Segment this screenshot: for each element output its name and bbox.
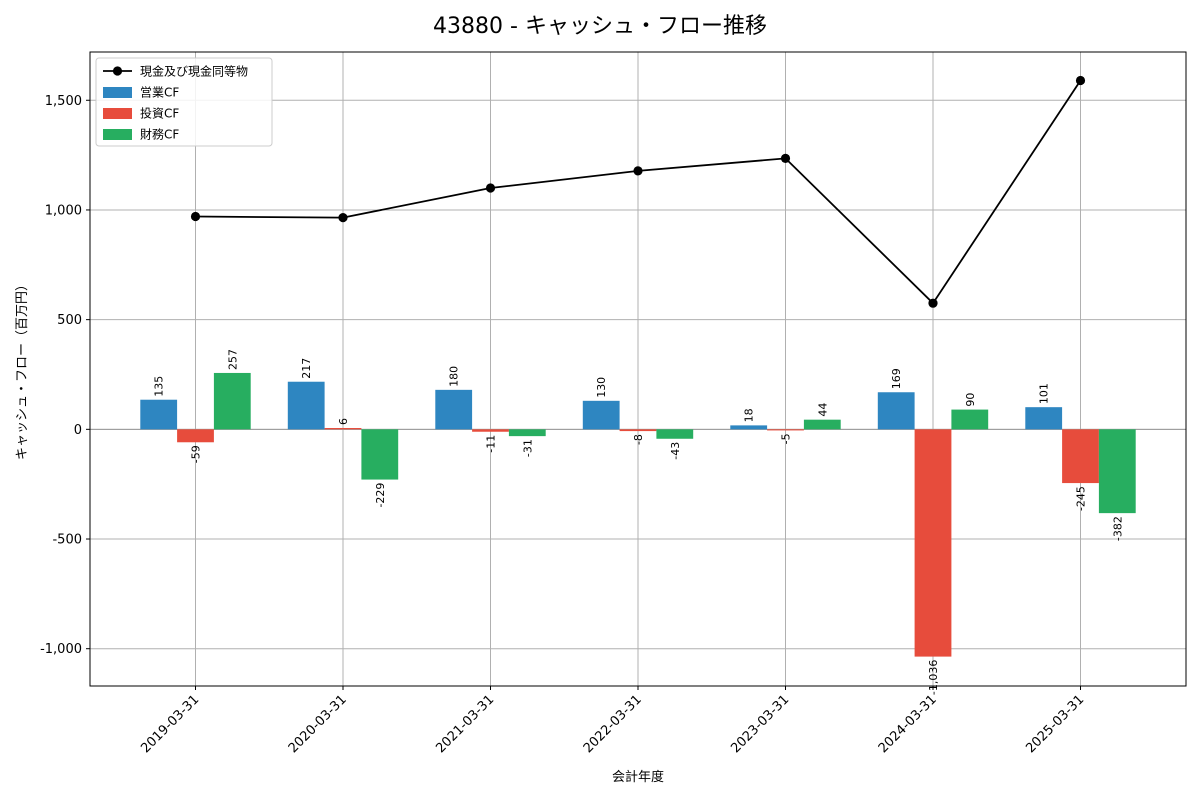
bar-value-label: -8: [632, 434, 645, 445]
x-tick-label: 2019-03-31: [138, 692, 202, 756]
cash-point-2023-03-31: [780, 153, 791, 163]
bar-value-label: -382: [1111, 516, 1124, 541]
cash-point-2020-03-31: [338, 213, 348, 223]
legend-label: 現金及び現金同等物: [140, 64, 248, 79]
bar-営業CF-2024-03-31: [877, 392, 915, 430]
y-tick-label: 0: [74, 423, 82, 438]
legend-marker: [112, 66, 123, 76]
bar-投資CF-2021-03-31: [472, 429, 509, 432]
bar-財務CF-2023-03-31: [803, 419, 841, 430]
bar-財務CF-2019-03-31: [213, 372, 251, 430]
chart-title: 43880 - キャッシュ・フロー推移: [433, 14, 767, 39]
bar-value-label: -11: [485, 435, 498, 453]
bar-value-label: 18: [743, 408, 756, 422]
bar-営業CF-2025-03-31: [1025, 407, 1063, 430]
x-tick-label: 2024-03-31: [876, 692, 940, 756]
bar-財務CF-2024-03-31: [951, 409, 989, 430]
x-tick-label: 2021-03-31: [433, 692, 497, 756]
bar-財務CF-2020-03-31: [361, 429, 399, 480]
legend-label: 財務CF: [140, 127, 179, 142]
cash-point-2024-03-31: [928, 298, 938, 308]
bar-value-label: 130: [595, 377, 608, 398]
x-tick-label: 2023-03-31: [728, 692, 792, 756]
cash-point-2019-03-31: [190, 211, 201, 222]
legend-swatch-投資CF: [103, 108, 132, 119]
bar-value-label: 257: [226, 349, 239, 370]
bar-投資CF-2020-03-31: [324, 428, 362, 430]
bar-営業CF-2023-03-31: [730, 425, 768, 430]
y-tick-label: -500: [52, 533, 82, 548]
y-axis-ticks: -1,000 -500 0 500 1,000 1,500: [40, 94, 90, 657]
bar-営業CF-2021-03-31: [435, 389, 473, 430]
bar-value-label: -31: [521, 439, 534, 457]
bar-value-label: -59: [190, 445, 203, 463]
grid-layer: [90, 52, 1186, 686]
bar-value-label: -229: [374, 483, 387, 508]
bar-投資CF-2025-03-31: [1062, 429, 1099, 484]
y-tick-label: -1,000: [40, 642, 82, 657]
bar-value-label: -43: [669, 442, 682, 460]
bar-layer: [140, 372, 1136, 657]
x-tick-label: 2022-03-31: [581, 692, 645, 756]
bar-投資CF-2019-03-31: [177, 429, 214, 443]
legend-label: 営業CF: [140, 86, 179, 100]
bar-value-label: -245: [1075, 486, 1088, 511]
bar-営業CF-2020-03-31: [287, 381, 325, 430]
y-tick-label: 1,000: [45, 203, 82, 218]
x-axis-ticks: 2019-03-31 2020-03-31 2021-03-31 2022-03-31…: [138, 686, 1087, 756]
y-axis-label: キャッシュ・フロー（百万円）: [15, 278, 30, 460]
x-axis-label: 会計年度: [612, 769, 664, 785]
y-tick-label: 1,500: [45, 94, 82, 109]
bar-投資CF-2023-03-31: [767, 429, 804, 431]
cash-point-2025-03-31: [1075, 75, 1086, 86]
bar-value-label: 169: [890, 368, 903, 389]
bar-value-label: 217: [300, 358, 313, 379]
cash-point-2022-03-31: [633, 166, 643, 176]
bar-財務CF-2022-03-31: [656, 429, 694, 439]
bar-value-label: 6: [337, 418, 350, 425]
line-layer: [190, 75, 1086, 308]
bar-value-label: 135: [153, 376, 166, 397]
bar-value-label: -1,036: [927, 660, 940, 695]
legend-label: 投資CF: [140, 106, 179, 121]
bar-投資CF-2024-03-31: [914, 429, 952, 657]
x-tick-label: 2025-03-31: [1023, 692, 1087, 756]
y-tick-label: 500: [57, 313, 82, 328]
bar-value-label: 180: [448, 366, 461, 387]
bar-value-label: 90: [964, 393, 977, 407]
bar-value-label: -5: [780, 433, 793, 444]
bar-財務CF-2021-03-31: [508, 429, 546, 437]
legend-swatch-営業CF: [103, 87, 132, 98]
bar-value-label: 44: [816, 403, 829, 417]
x-tick-label: 2020-03-31: [286, 692, 350, 756]
bar-営業CF-2022-03-31: [582, 400, 620, 430]
cash-point-2021-03-31: [485, 183, 496, 193]
bar-value-label: 101: [1038, 383, 1051, 404]
bar-財務CF-2025-03-31: [1098, 429, 1136, 514]
legend-box: [95, 57, 273, 147]
bar-営業CF-2019-03-31: [140, 399, 178, 430]
bar-投資CF-2022-03-31: [619, 429, 657, 432]
bar-value-labels: 135 217 180 130 18 169 101 -59 6 -11 -8 -5 -1,036 -24…: [153, 349, 1125, 695]
legend-swatch-財務CF: [103, 129, 132, 140]
